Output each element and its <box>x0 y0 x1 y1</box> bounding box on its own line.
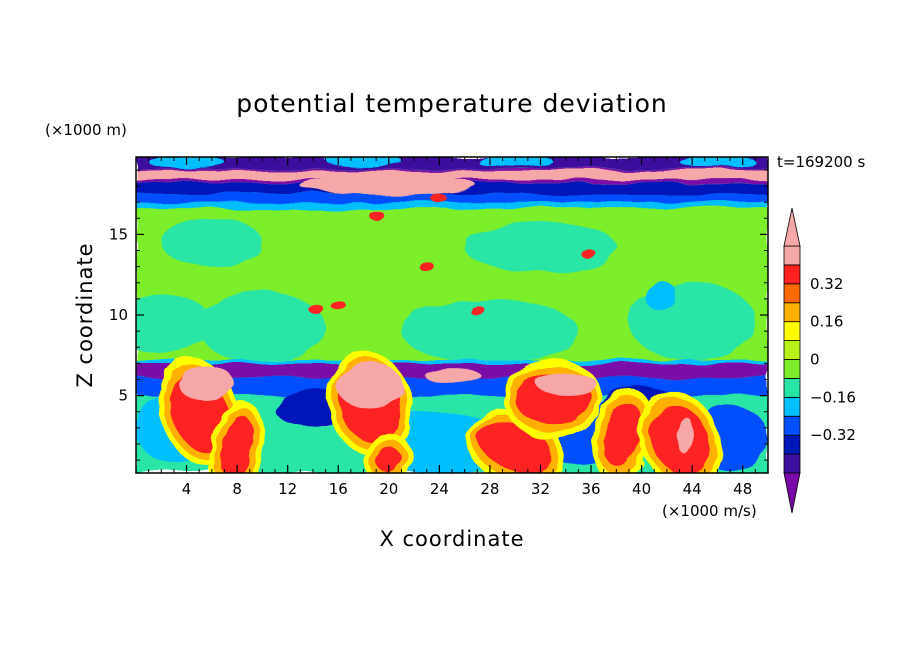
field-top-cyan-2 <box>477 157 554 167</box>
field-plume-pink-3 <box>535 371 597 395</box>
field-plume-pink-1 <box>336 363 403 409</box>
y-axis-label: Z coordinate <box>73 242 97 387</box>
field-speck-6 <box>368 210 384 220</box>
field-cool-patch-5 <box>161 218 263 267</box>
x-tick-label: 32 <box>531 480 550 498</box>
colorbar-segment <box>783 396 801 417</box>
field-cool-patch-4 <box>464 221 617 274</box>
x-tick-label: 44 <box>683 480 702 498</box>
colorbar-segment <box>783 415 801 436</box>
y-tick-label: 15 <box>109 225 128 243</box>
field-plume-pink-4 <box>678 416 694 456</box>
field-cool-patch-1 <box>199 292 326 364</box>
colorbar-tick-label: 0.32 <box>810 275 843 293</box>
x-tick-label: 36 <box>581 480 600 498</box>
field-speck-4 <box>580 248 597 259</box>
x-tick-label: 40 <box>632 480 651 498</box>
colorbar-tick-label: 0 <box>810 351 820 369</box>
x-tick-label: 48 <box>733 480 752 498</box>
x-tick-label: 20 <box>379 480 398 498</box>
field-cool-patch-2 <box>401 298 579 364</box>
field-plume-red-7 <box>376 447 402 473</box>
x-tick-label: 28 <box>480 480 499 498</box>
colorbar-segment <box>783 245 801 266</box>
colorbar-under-arrow <box>783 472 801 514</box>
field-upper-pink-band <box>136 169 768 180</box>
colorbar-segment <box>783 340 801 360</box>
x-ticks: 4 8 12 16 20 24 28 32 36 40 44 48 <box>148 157 756 498</box>
colorbar-over-arrow <box>783 207 801 247</box>
chart-title: potential temperature deviation <box>236 89 667 118</box>
x-tick-label: 12 <box>278 480 297 498</box>
colorbar-segment <box>783 434 801 455</box>
colorbar-tick-label: 0.16 <box>810 313 843 331</box>
x-tick-label: 24 <box>430 480 449 498</box>
x-tick-label: 8 <box>232 480 242 498</box>
time-label: t=169200 s <box>777 153 865 171</box>
field-top-cyan-3 <box>679 157 756 168</box>
field-speck-3 <box>469 305 485 315</box>
field-plume-pink-2 <box>424 366 480 383</box>
colorbar-tick-label: −0.16 <box>810 388 856 406</box>
colorbar-segment <box>783 302 801 323</box>
field-speck-0 <box>307 303 324 314</box>
colorbar-segment <box>783 453 801 474</box>
colorbar-segment <box>783 321 801 341</box>
field-upper-blue-band <box>136 194 768 203</box>
colorbar: 0.32 0.16 0 −0.16 −0.32 <box>783 207 856 514</box>
field-lower-blue-band <box>136 377 768 396</box>
x-tick-label: 16 <box>329 480 348 498</box>
field-plume-pink-0 <box>177 364 234 401</box>
field-plume-red-1 <box>221 415 254 473</box>
field-cyan-patch <box>645 279 676 312</box>
x-tick-label: 4 <box>182 480 192 498</box>
field-plume-red-5 <box>603 402 642 466</box>
y-unit-label: (×1000 m) <box>45 121 127 139</box>
field-speck-1 <box>330 300 346 311</box>
x-axis-label: X coordinate <box>379 527 524 551</box>
y-tick-label: 10 <box>109 306 128 324</box>
field-speck-2 <box>419 261 435 272</box>
heatmap-field <box>136 157 768 473</box>
y-tick-label: 5 <box>118 387 128 405</box>
field-upper-pink-lobe <box>300 176 478 196</box>
field-top-band <box>136 157 768 169</box>
colorbar-segment <box>783 359 801 379</box>
field-speck-5 <box>431 194 447 204</box>
field-upper-cyan-band <box>136 197 768 209</box>
colorbar-segment <box>783 283 801 304</box>
x-unit-label: (×1000 m/s) <box>662 502 757 520</box>
colorbar-segment <box>783 378 801 398</box>
colorbar-tick-label: −0.32 <box>810 426 856 444</box>
field-lower-cyan-band <box>136 360 768 364</box>
y-ticks: 5 10 15 <box>109 169 768 461</box>
field-cool-patch-0 <box>136 294 212 353</box>
colorbar-segment <box>783 264 801 285</box>
field-top-cyan-1 <box>325 157 402 166</box>
